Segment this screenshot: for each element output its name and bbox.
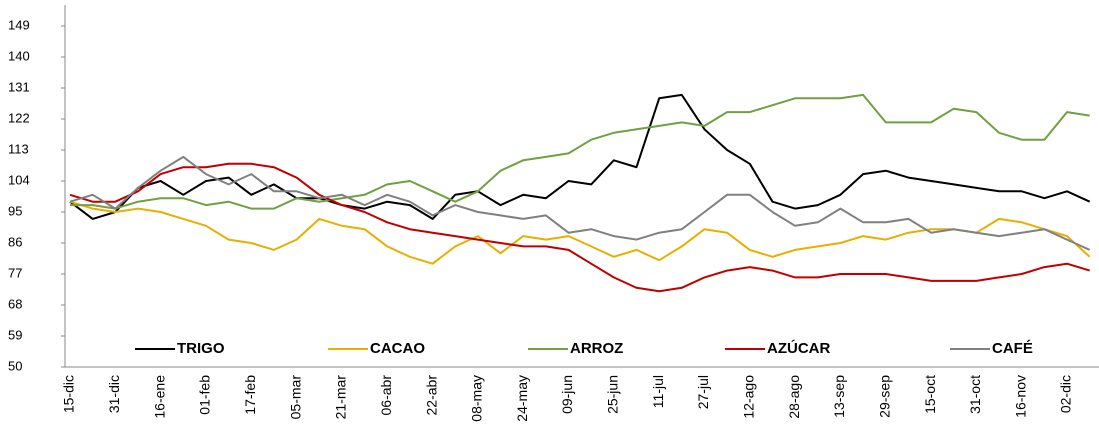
y-tick-label: 140 [8,48,30,63]
x-tick-label: 22-abr [423,375,439,416]
series-line [69,93,1091,220]
x-tick-label: 31-dic [106,375,122,413]
y-tick-label: 149 [8,17,30,32]
x-tick-label: 16-nov [1012,375,1028,418]
series-line [70,93,1090,210]
legend-label: ARROZ [570,340,623,357]
x-tick-label: 29-sep [876,375,892,418]
x-tick-label: 05-mar [287,375,303,420]
legend-label: AZÚCAR [767,339,830,357]
x-tick-label: 28-ago [786,375,802,419]
series-line [69,162,1090,293]
y-tick-label: 122 [8,110,30,125]
y-tick-label: 50 [8,358,22,373]
x-tick-label: 25-jun [605,375,621,414]
x-tick-label: 27-jul [695,375,711,409]
legend-label: CAFÉ [992,340,1033,357]
x-tick-label: 12-ago [741,375,757,419]
y-tick-label: 131 [8,79,30,94]
series-line [69,200,1091,265]
x-tick-label: 08-may [469,375,485,422]
x-tick-label: 24-may [514,375,530,422]
series-line [69,155,1091,251]
y-tick-label: 77 [8,265,22,280]
x-tick-label: 15-oct [922,375,938,414]
x-tick-label: 02-dic [1058,375,1074,413]
x-tick-label: 31-oct [967,375,983,414]
x-tick-label: 21-mar [333,375,349,420]
y-tick-label: 68 [8,296,22,311]
x-tick-label: 15-dic [61,375,77,413]
x-tick-label: 09-jun [559,375,575,414]
legend-label: CACAO [370,340,425,357]
y-tick-label: 104 [8,172,30,187]
y-tick-label: 113 [8,141,29,156]
x-tick-label: 06-abr [378,375,394,416]
y-tick-label: 59 [8,327,22,342]
x-tick-label: 16-ene [151,375,167,419]
y-tick-label: 95 [8,203,22,218]
x-tick-label: 13-sep [831,375,847,418]
legend-label: TRIGO [177,340,225,357]
x-tick-label: 11-jul [650,375,666,408]
x-tick-label: 01-feb [197,375,213,415]
y-tick-label: 86 [8,234,22,249]
x-tick-label: 17-feb [242,375,258,415]
